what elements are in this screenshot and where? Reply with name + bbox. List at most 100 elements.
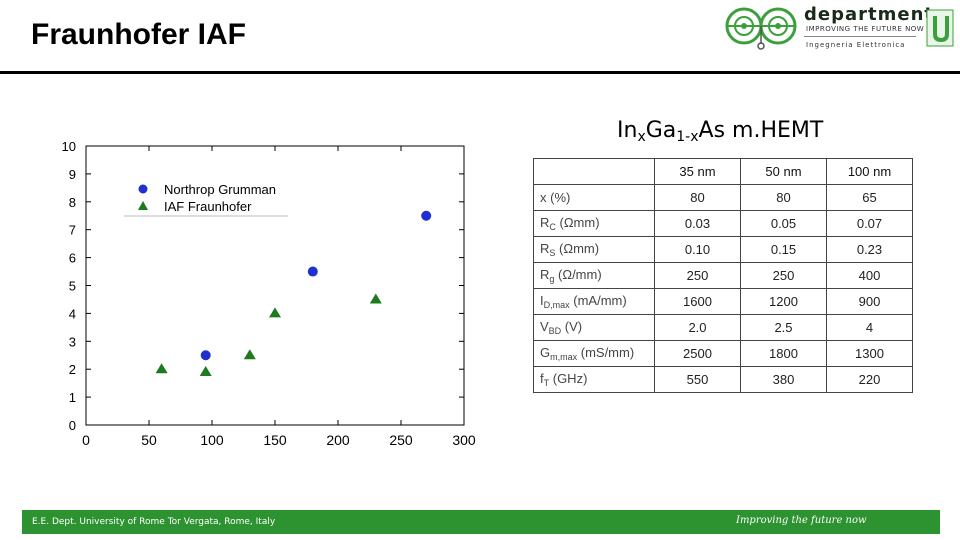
table-cell: 400: [826, 262, 913, 289]
table-cell: 900: [826, 288, 913, 315]
data-point-triangle: [269, 307, 281, 318]
row-label: ID,max (mA/mm): [533, 288, 655, 315]
table-cell: 4: [826, 314, 913, 341]
row-label-text: R: [540, 215, 550, 230]
table-row: fT (GHz) 550 380 220: [533, 366, 913, 393]
table-cell: 80: [654, 184, 741, 211]
table-row: ID,max (mA/mm) 1600 1200 900: [533, 288, 913, 315]
row-label: Rg (Ω/mm): [533, 262, 655, 289]
y-tick-label: 0: [69, 418, 76, 433]
footer-affiliation: E.E. Dept. University of Rome Tor Vergat…: [32, 517, 276, 527]
x-tick-label: 150: [263, 432, 287, 448]
table-title-x2: 1-x: [676, 129, 699, 145]
legend-marker-circle: [138, 184, 148, 194]
logo-wordmark: department: [804, 4, 934, 25]
data-point-triangle: [243, 349, 256, 360]
row-label-subscript: T: [543, 378, 550, 388]
legend-label: Northrop Grumman: [164, 182, 276, 197]
table-cell: 0.23: [826, 236, 913, 263]
y-tick-label: 7: [69, 223, 76, 238]
y-tick-label: 10: [62, 139, 76, 154]
table-title-suffix: As m.HEMT: [698, 118, 824, 143]
legend-marker-triangle: [138, 201, 148, 210]
table-cell: 220: [826, 366, 913, 393]
table-cell: 80: [740, 184, 827, 211]
table-cell: 1200: [740, 288, 827, 315]
y-tick-label: 3: [69, 334, 76, 349]
row-label-subscript: D,max: [543, 300, 570, 310]
row-label: RC (Ωmm): [533, 210, 655, 237]
table-cell: 0.07: [826, 210, 913, 237]
table-row: RC (Ωmm) 0.03 0.05 0.07: [533, 210, 913, 237]
department-logo-circuit-icon: [725, 7, 797, 50]
column-header: 35 nm: [654, 158, 741, 185]
row-label-text: I: [540, 293, 544, 308]
row-label-subscript: m,max: [550, 352, 578, 362]
row-label-subscript: C: [549, 222, 556, 232]
slide-title: Fraunhofer IAF: [31, 18, 246, 51]
table-cell: 250: [740, 262, 827, 289]
footer-slogan: Improving the future now: [736, 515, 867, 526]
row-label: x (%): [533, 184, 655, 211]
table-row: Gm,max (mS/mm) 2500 1800 1300: [533, 340, 913, 367]
x-tick-label: 200: [326, 432, 350, 448]
row-label: VBD (V): [533, 314, 655, 341]
table-cell: 550: [654, 366, 741, 393]
row-label: fT (GHz): [533, 366, 655, 393]
row-label-unit: (Ωmm): [555, 241, 600, 256]
y-tick-label: 1: [69, 390, 76, 405]
data-point-triangle: [155, 363, 168, 374]
row-label-unit: (Ωmm): [555, 215, 600, 230]
logo-separator: [804, 36, 916, 37]
logo-subtitle: Ingegneria Elettronica: [806, 41, 906, 49]
y-tick-label: 6: [69, 251, 76, 266]
x-tick-label: 300: [452, 432, 476, 448]
x-tick-label: 100: [200, 432, 224, 448]
x-tick-label: 250: [389, 432, 413, 448]
row-label-text: R: [540, 267, 550, 282]
parameters-table: 35 nm 50 nm 100 nm x (%) 80 80 65 RC (Ωm…: [533, 158, 913, 393]
row-label: RS (Ωmm): [533, 236, 655, 263]
data-point-triangle: [369, 293, 382, 304]
table-row: VBD (V) 2.0 2.5 4: [533, 314, 913, 341]
university-crest-icon: [926, 9, 954, 47]
data-point-triangle: [199, 365, 212, 376]
y-tick-label: 5: [69, 279, 76, 294]
logo-tagline: IMPROVING THE FUTURE NOW: [806, 25, 925, 33]
table-cell: 1300: [826, 340, 913, 367]
row-label-unit: (GHz): [549, 371, 588, 386]
row-label-text: V: [540, 319, 549, 334]
row-label-unit: (V): [561, 319, 583, 334]
table-cell: 0.10: [654, 236, 741, 263]
row-label-subscript: S: [549, 248, 556, 258]
row-label-text: G: [540, 345, 551, 360]
footer-bar: E.E. Dept. University of Rome Tor Vergat…: [22, 510, 940, 534]
table-title-x1: x: [637, 129, 646, 145]
row-label-subscript: BD: [548, 326, 562, 336]
data-point-circle: [421, 210, 432, 221]
column-header: 50 nm: [740, 158, 827, 185]
x-tick-label: 50: [141, 432, 157, 448]
title-divider: [0, 71, 960, 74]
table-row: Rg (Ω/mm) 250 250 400: [533, 262, 913, 289]
legend-label: IAF Fraunhofer: [164, 199, 252, 214]
y-tick-label: 4: [69, 306, 76, 321]
row-label-subscript: g: [549, 274, 555, 284]
table-cell: 1600: [654, 288, 741, 315]
data-point-circle: [200, 350, 211, 361]
row-label: Gm,max (mS/mm): [533, 340, 655, 367]
row-label-unit: (mA/mm): [569, 293, 627, 308]
table-cell: 0.15: [740, 236, 827, 263]
table-row: RS (Ωmm) 0.10 0.15 0.23: [533, 236, 913, 263]
row-label-unit: (Ω/mm): [554, 267, 602, 282]
row-label-text: f: [540, 371, 544, 386]
x-tick-label: 0: [82, 432, 90, 448]
y-tick-label: 2: [69, 362, 76, 377]
y-tick-label: 9: [69, 167, 76, 182]
table-header-row: 35 nm 50 nm 100 nm: [533, 158, 913, 185]
table-corner-cell: [533, 158, 655, 185]
table-row: x (%) 80 80 65: [533, 184, 913, 211]
data-point-circle: [307, 266, 318, 277]
table-cell: 65: [826, 184, 913, 211]
